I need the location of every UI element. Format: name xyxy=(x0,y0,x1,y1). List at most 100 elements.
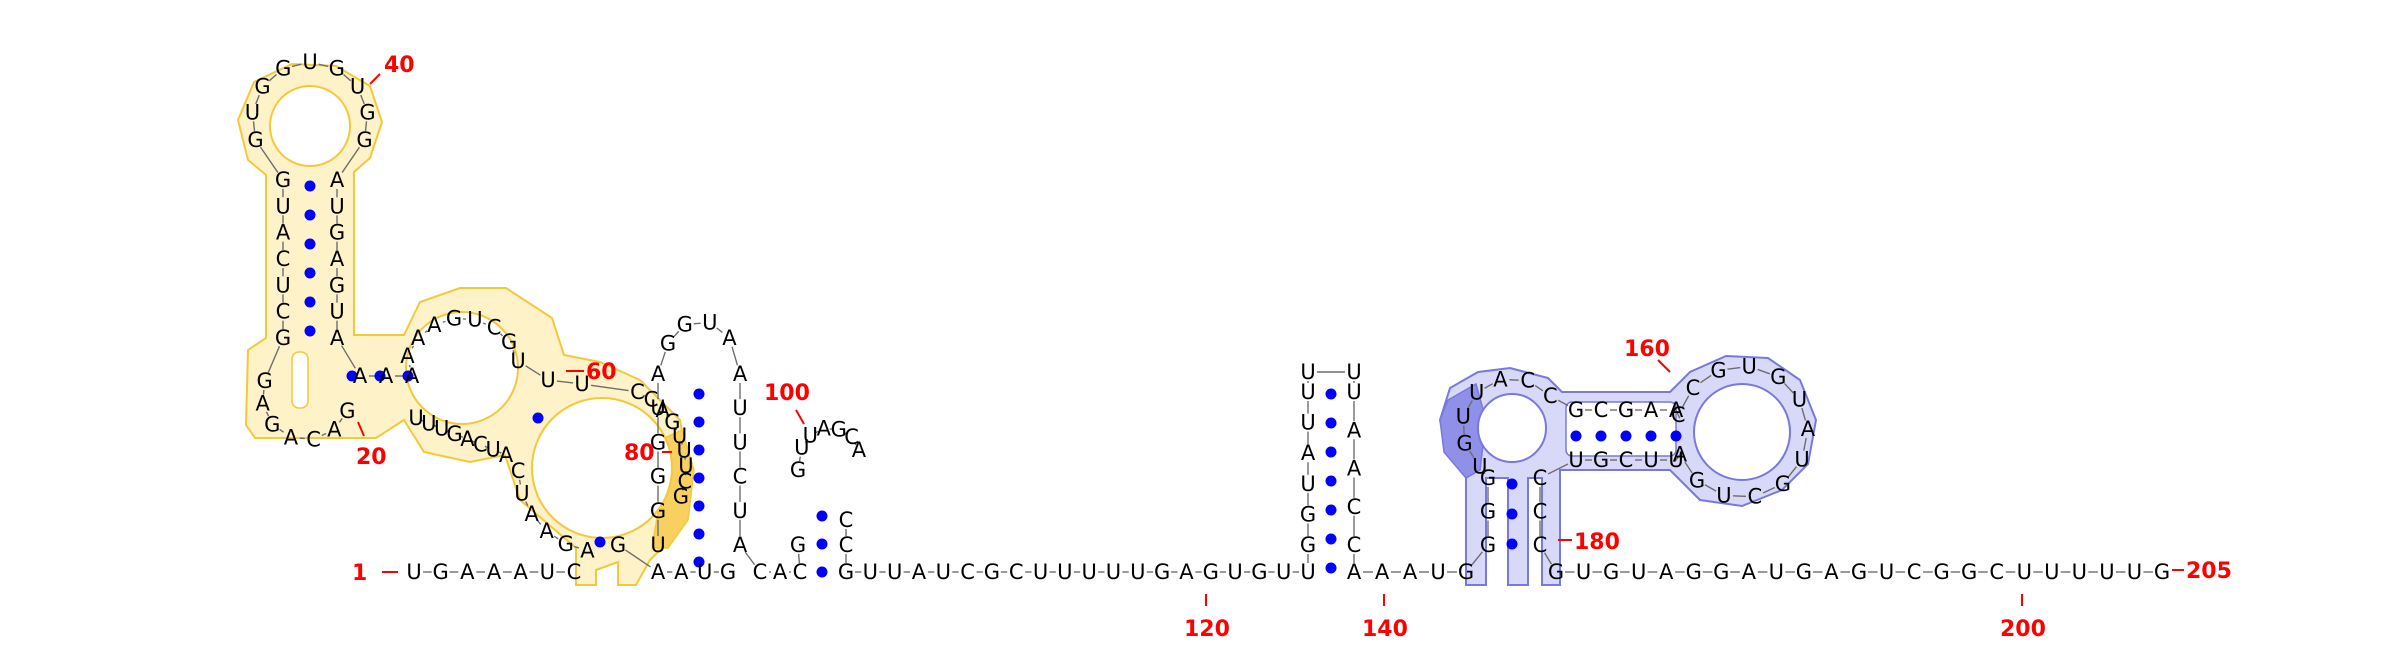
nucleotide: G xyxy=(673,485,689,509)
nucleotide: C xyxy=(1533,533,1548,557)
nucleotide: G xyxy=(1456,432,1472,456)
nucleotide: G xyxy=(2154,560,2170,584)
nucleotide: G xyxy=(1251,560,1267,584)
nucleotide: A xyxy=(487,560,502,584)
nucleotide: G xyxy=(1480,500,1496,524)
nucleotide: A xyxy=(1824,560,1839,584)
nucleotide: G xyxy=(1851,560,1867,584)
nucleotide: U xyxy=(1130,560,1145,584)
nucleotide: A xyxy=(1403,560,1418,584)
nucleotide: C xyxy=(1347,495,1362,519)
nucleotide: U xyxy=(245,100,260,124)
nucleotide: C xyxy=(1686,376,1701,400)
nucleotide: U xyxy=(1033,560,1048,584)
nucleotide: U xyxy=(510,349,525,373)
index-label: 1 xyxy=(352,561,367,586)
nucleotide: G xyxy=(1593,448,1609,472)
base-pair-dot xyxy=(1326,476,1337,487)
base-pair-dot xyxy=(817,511,828,522)
index-label: 205 xyxy=(2186,559,2232,584)
nucleotide: U xyxy=(1081,560,1096,584)
nucleotide: U xyxy=(1643,448,1658,472)
nucleotide: U xyxy=(1879,560,1894,584)
nucleotide: U xyxy=(275,273,290,297)
nucleotide: A xyxy=(651,560,666,584)
nucleotide: A xyxy=(1347,457,1362,481)
nucleotide: G xyxy=(677,313,693,337)
nucleotide: C xyxy=(839,533,854,557)
nucleotide: U xyxy=(1430,560,1445,584)
nucleotide: A xyxy=(327,418,342,442)
nucleotide: G xyxy=(1203,560,1219,584)
base-pair-dot xyxy=(1326,418,1337,429)
nucleotide: G xyxy=(446,307,462,331)
base-pair-dot xyxy=(1621,431,1632,442)
nucleotide: C xyxy=(473,432,488,456)
nucleotide: U xyxy=(863,560,878,584)
nucleotide: C xyxy=(793,560,808,584)
backbone-link xyxy=(694,323,701,324)
nucleotide: G xyxy=(359,100,375,124)
nucleotide: G xyxy=(1713,560,1729,584)
nucleotide: U xyxy=(485,438,500,462)
nucleotide: U xyxy=(1300,472,1315,496)
nucleotide: U xyxy=(1276,560,1291,584)
nucleotide: A xyxy=(411,326,426,350)
nucleotide: U xyxy=(1576,560,1591,584)
nucleotide: C xyxy=(487,316,502,340)
nucleotide: G xyxy=(650,465,666,489)
nucleotide: U xyxy=(732,430,747,454)
yellow-loop-hole-top xyxy=(270,86,350,166)
nucleotide: G xyxy=(1933,560,1949,584)
index-label: 120 xyxy=(1184,617,1230,642)
nucleotide: U xyxy=(350,75,365,99)
nucleotide: C xyxy=(276,300,291,324)
nucleotide: G xyxy=(257,369,273,393)
base-pair-dot xyxy=(1571,431,1582,442)
nucleotide: G xyxy=(838,560,854,584)
nucleotide: A xyxy=(1742,560,1757,584)
nucleotide: A xyxy=(651,362,666,386)
blue-loop-hole-right xyxy=(1694,384,1790,480)
nucleotide: C xyxy=(1543,384,1558,408)
nucleotide: G xyxy=(329,57,345,81)
nucleotide: C xyxy=(1619,448,1634,472)
nucleotide: U xyxy=(1106,560,1121,584)
nucleotide: C xyxy=(1748,485,1763,509)
nucleotide: U xyxy=(2044,560,2059,584)
nucleotide: U xyxy=(732,499,747,523)
nucleotide: A xyxy=(460,560,475,584)
nucleotide: A xyxy=(353,364,368,388)
nucleotide: A xyxy=(284,425,299,449)
nucleotide: C xyxy=(1533,466,1548,490)
index-label: 160 xyxy=(1624,337,1670,362)
index-label: 200 xyxy=(2000,617,2046,642)
nucleotide: G xyxy=(1458,560,1474,584)
nucleotide: A xyxy=(912,560,927,584)
nucleotide: G xyxy=(790,533,806,557)
nucleotide: C xyxy=(1989,560,2004,584)
nucleotide: G xyxy=(1686,560,1702,584)
nucleotide: U xyxy=(1469,381,1484,405)
nucleotide: G xyxy=(1568,398,1584,422)
nucleotide: U xyxy=(540,368,555,392)
base-pair-dot xyxy=(305,326,316,337)
nucleotide: G xyxy=(650,499,666,523)
nucleotide: U xyxy=(1568,448,1583,472)
nucleotide: A xyxy=(773,560,788,584)
nucleotide: U xyxy=(1346,380,1361,404)
nucleotide: U xyxy=(1668,448,1683,472)
nucleotide: A xyxy=(499,443,514,467)
nucleotide: C xyxy=(1594,398,1609,422)
nucleotide: U xyxy=(1741,354,1756,378)
nucleotide: C xyxy=(1009,560,1024,584)
nucleotide: G xyxy=(1603,560,1619,584)
nucleotide: G xyxy=(275,168,291,192)
nucleotide: C xyxy=(1520,369,1535,393)
nucleotide: G xyxy=(329,221,345,245)
index-label: 20 xyxy=(356,445,387,470)
nucleotide: G xyxy=(329,273,345,297)
base-pair-dot xyxy=(1646,431,1657,442)
nucleotide: U xyxy=(702,310,717,334)
nucleotide: G xyxy=(264,412,280,436)
